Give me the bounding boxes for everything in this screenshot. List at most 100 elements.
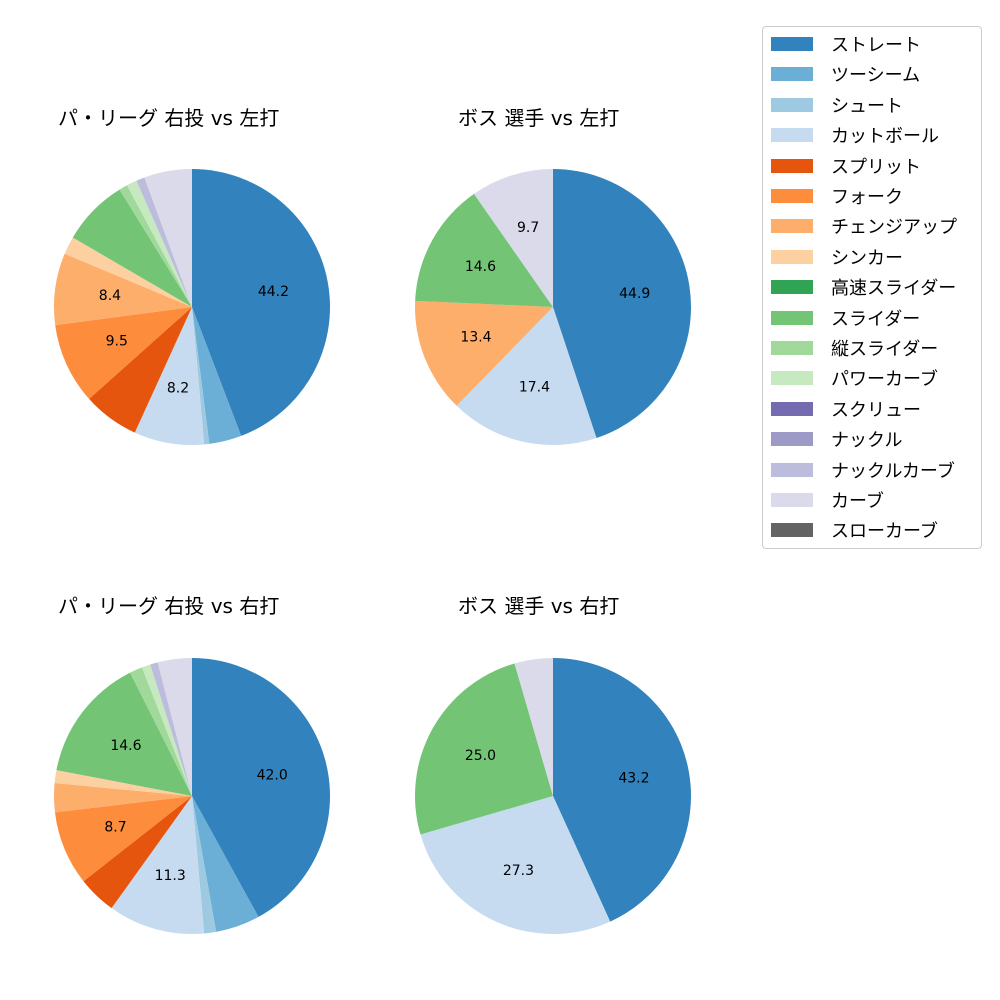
slice-percent-label: 27.3 — [503, 863, 534, 879]
legend-item: 高速スライダー — [771, 277, 957, 300]
pie-slice — [157, 658, 192, 796]
legend-item: スプリット — [771, 156, 921, 178]
pie-slice — [89, 307, 192, 433]
legend-swatch — [771, 158, 813, 173]
legend-swatch — [771, 523, 813, 538]
pie-slice — [192, 307, 242, 444]
pie-slice — [56, 672, 192, 796]
legend-label: 縦スライダー — [831, 339, 939, 360]
slice-percent-label: 17.4 — [519, 380, 550, 396]
pie-slice — [420, 796, 611, 934]
slice-percent-label: 44.9 — [619, 286, 650, 302]
pie-slice — [142, 664, 192, 796]
slice-percent-label: 8.7 — [104, 820, 126, 836]
pie-slice — [553, 658, 691, 922]
slice-percent-label: 13.4 — [460, 329, 491, 345]
pie-slice — [144, 169, 192, 307]
legend-item: ツーシーム — [771, 64, 921, 87]
legend-swatch — [771, 401, 813, 416]
legend-swatch — [771, 432, 813, 447]
legend-swatch — [771, 97, 813, 112]
legend-label: 高速スライダー — [831, 278, 957, 300]
legend: ストレートツーシームシュートカットボールスプリットフォークチェンジアップ シンカー… — [762, 26, 982, 549]
legend-swatch — [771, 249, 813, 264]
pie-slice — [415, 193, 553, 307]
legend-item: スローカーブ — [771, 520, 938, 543]
pie-slice — [192, 796, 217, 934]
legend-label: ナックル — [831, 430, 903, 452]
pie-slice — [415, 300, 553, 406]
pie-slice — [134, 307, 205, 445]
legend-swatch — [771, 219, 813, 234]
pie-slice — [415, 663, 553, 835]
pie-slice — [54, 770, 192, 796]
pie-0: 44.2 8.2 9.5 8.4 — [54, 169, 331, 445]
legend-label: スローカーブ — [831, 521, 938, 543]
pie-slice — [192, 169, 331, 436]
legend-label: ナックルカーブ — [831, 460, 955, 482]
pie-title-0: パ・リーグ 右投 vs 左打 — [58, 106, 280, 130]
pie-slice — [192, 307, 210, 445]
pie-slice — [55, 307, 192, 399]
slice-percent-label: 44.2 — [258, 284, 289, 300]
slice-percent-label: 42.0 — [257, 767, 288, 783]
slice-percent-label: 9.5 — [106, 334, 128, 350]
legend-item: チェンジアップ — [771, 216, 957, 238]
pie-title-1: ボス 選手 vs 左打 — [458, 106, 620, 130]
pie-slice — [514, 658, 553, 796]
legend-swatch — [771, 462, 813, 477]
legend-item: フォーク — [771, 186, 903, 208]
legend-item: 縦スライダー — [771, 338, 939, 360]
pie-slice — [130, 667, 192, 796]
pie-slice — [54, 783, 193, 813]
pie-slice — [553, 169, 692, 438]
legend-item: スクリュー — [771, 399, 921, 421]
pie-slice — [192, 658, 330, 917]
legend-item: シンカー — [771, 247, 903, 269]
legend-item: シュート — [771, 95, 903, 117]
legend-label: ツーシーム — [831, 65, 921, 87]
legend-swatch — [771, 128, 813, 143]
legend-item: ストレート — [771, 34, 921, 56]
legend-label: スプリット — [831, 156, 921, 178]
legend-swatch — [771, 280, 813, 295]
legend-swatch — [771, 37, 813, 51]
pie-slice — [150, 662, 192, 796]
slice-percent-label: 43.2 — [618, 770, 649, 786]
pie-slice — [72, 189, 192, 307]
legend-label: カーブ — [831, 491, 884, 512]
legend-label: ストレート — [831, 35, 921, 56]
legend-swatch — [771, 371, 813, 386]
pie-slice — [119, 185, 192, 307]
legend-swatch — [771, 493, 813, 507]
legend-item: ナックル — [771, 429, 903, 452]
legend-label: パワーカーブ — [831, 369, 938, 391]
legend-label: スライダー — [831, 308, 921, 330]
legend-item: スライダー — [771, 308, 921, 330]
legend-swatch — [771, 341, 813, 355]
legend-label: フォーク — [831, 187, 903, 208]
pie-slice — [54, 253, 192, 326]
slice-percent-label: 11.3 — [155, 868, 186, 884]
legend-swatch — [771, 310, 813, 325]
slice-percent-label: 8.4 — [99, 288, 121, 304]
legend-label: シンカー — [831, 247, 903, 269]
pie-title-3: ボス 選手 vs 右打 — [458, 594, 620, 618]
pie-slice — [474, 169, 553, 307]
pie-3: 43.2 27.3 25.0 — [415, 658, 691, 934]
pie-slice — [136, 177, 192, 307]
legend-swatch — [771, 189, 813, 203]
pie-slice — [111, 796, 205, 935]
pie-slice — [83, 796, 192, 909]
slice-percent-label: 25.0 — [465, 748, 496, 764]
pie-slice — [54, 796, 192, 882]
legend-item: パワーカーブ — [771, 368, 938, 391]
legend-swatch — [771, 67, 813, 82]
pie-slice — [64, 237, 192, 307]
slice-percent-label: 14.6 — [110, 738, 141, 754]
legend-item: カットボール — [771, 125, 939, 147]
pie-slice — [192, 796, 259, 932]
slice-percent-label: 14.6 — [465, 259, 496, 275]
pie-1: 44.9 17.4 13.4 14.6 9.7 — [415, 169, 692, 446]
